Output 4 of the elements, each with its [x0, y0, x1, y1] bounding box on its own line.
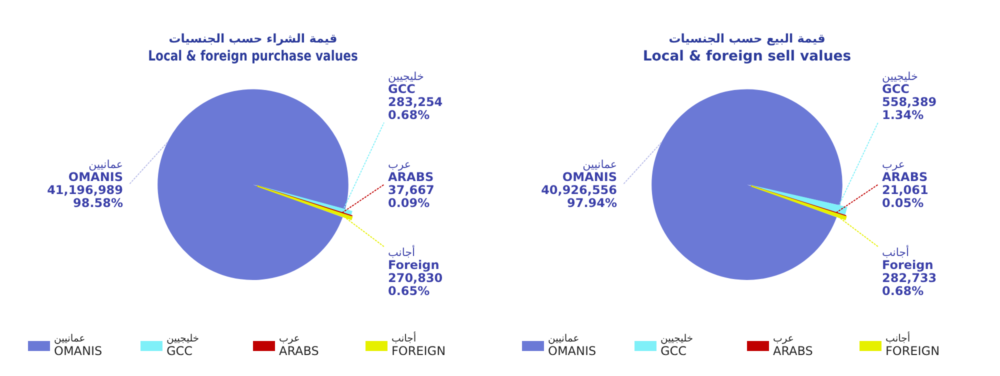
chart-title: قيمة البيع حسب الجنسيات	[668, 31, 826, 46]
chart-subtitle: Local & foreign sell values	[642, 48, 852, 64]
chart-title: قيمة الشراء حسب الجنسيات	[168, 31, 338, 46]
chart-subtitle: Local & foreign purchase values	[148, 48, 358, 65]
